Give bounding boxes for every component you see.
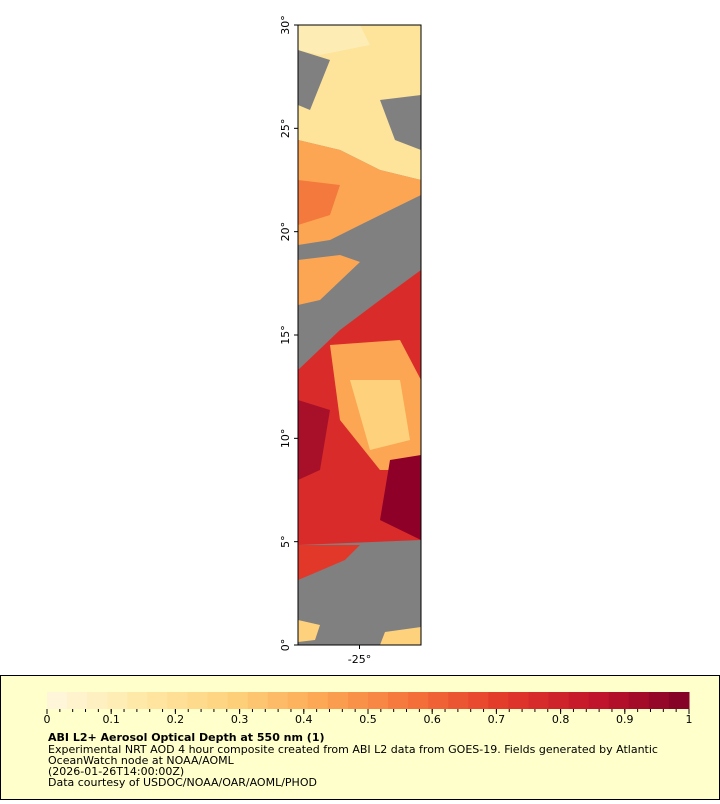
colorbar-cell — [87, 692, 108, 709]
colorbar-cell — [648, 692, 670, 709]
colorbar-tick-label: 0.5 — [359, 713, 377, 726]
colorbar-cell — [368, 692, 389, 709]
colorbar-tick-label: 0.2 — [167, 713, 185, 726]
colorbar-tick-label: 0.6 — [423, 713, 441, 726]
colorbar-tick-label: 0 — [44, 713, 51, 726]
colorbar-cell — [127, 692, 148, 709]
colorbar-tick-label: 0.1 — [102, 713, 120, 726]
x-tick-label: -25° — [348, 653, 371, 666]
colorbar-cell — [488, 692, 509, 709]
colorbar-cell — [608, 692, 630, 709]
colorbar-cell — [528, 692, 550, 709]
colorbar-cell — [147, 692, 168, 709]
colorbar-cell — [47, 692, 68, 709]
y-tick-label: 25° — [279, 119, 292, 139]
colorbar-cell — [287, 692, 309, 709]
colorbar-cell — [167, 692, 188, 709]
colorbar-cell — [588, 692, 610, 709]
y-tick-label: 5° — [279, 535, 292, 548]
colorbar-cell — [468, 692, 489, 709]
note: OceanWatch node at NOAA/AOML — [48, 754, 235, 767]
note: Data courtesy of USDOC/NOAA/OAR/AOML/PHO… — [48, 776, 317, 789]
colorbar-cell — [187, 692, 208, 709]
colorbar-cell — [227, 692, 249, 709]
colorbar-cell — [207, 692, 229, 709]
colorbar-tick-label: 0.3 — [231, 713, 249, 726]
colorbar-cell — [247, 692, 269, 709]
colorbar-cell — [388, 692, 409, 709]
colorbar-cell — [548, 692, 570, 709]
colorbar-cell — [428, 692, 449, 709]
y-tick-label: 0° — [279, 639, 292, 652]
y-tick-label: 30° — [279, 15, 292, 35]
colorbar-title: ABI L2+ Aerosol Optical Depth at 550 nm … — [48, 731, 325, 744]
colorbar-tick-label: 1 — [686, 713, 693, 726]
y-tick-label: 15° — [279, 325, 292, 345]
colorbar-tick-label: 0.8 — [552, 713, 570, 726]
y-tick-label: 10° — [279, 429, 292, 449]
colorbar-cell — [448, 692, 469, 709]
colorbar-cell — [668, 692, 690, 709]
colorbar-cell — [327, 692, 349, 709]
colorbar-cell — [508, 692, 529, 709]
colorbar-tick-label: 0.9 — [616, 713, 634, 726]
colorbar-cell — [568, 692, 590, 709]
y-tick-label: 20° — [279, 222, 292, 242]
colorbar-cell — [408, 692, 429, 709]
colorbar-tick-label: 0.7 — [488, 713, 506, 726]
aerosol-field — [298, 25, 421, 645]
colorbar-cell — [628, 692, 650, 709]
colorbar-cell — [67, 692, 88, 709]
note: Experimental NRT AOD 4 hour composite cr… — [48, 743, 658, 756]
colorbar-cell — [267, 692, 289, 709]
colorbar-cell — [307, 692, 329, 709]
colorbar-cell — [347, 692, 369, 709]
note: (2026-01-26T14:00:00Z) — [48, 765, 184, 778]
colorbar-tick-label: 0.4 — [295, 713, 313, 726]
colorbar-cell — [107, 692, 128, 709]
